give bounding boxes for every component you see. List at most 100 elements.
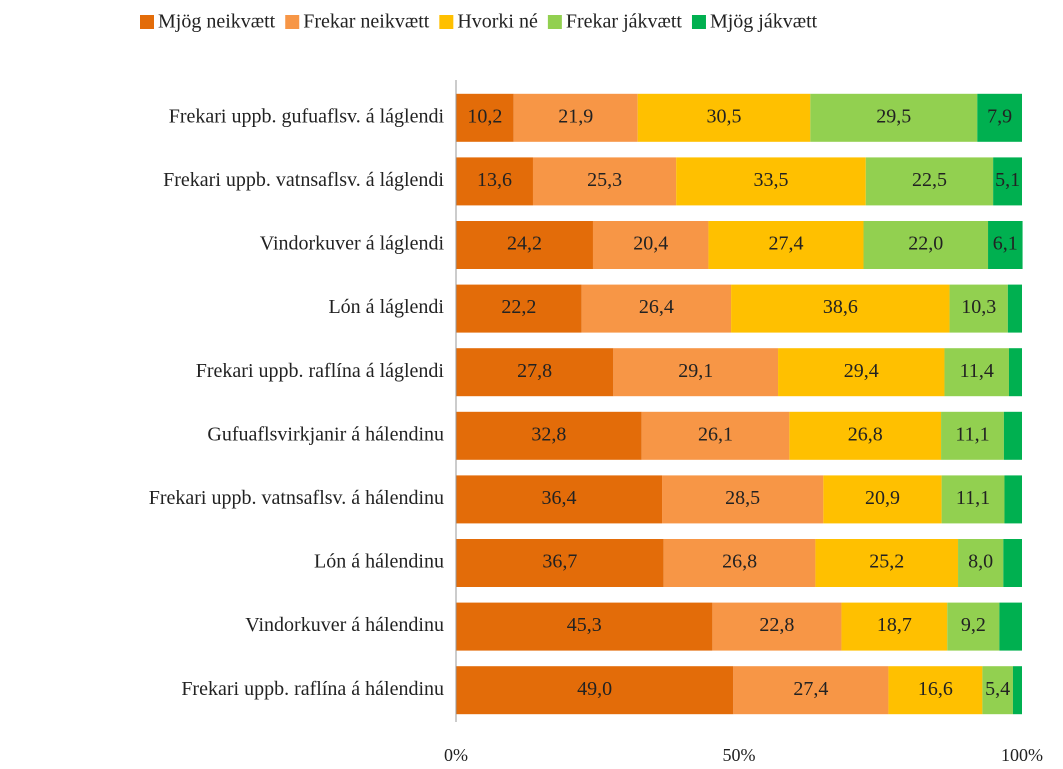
bar-segment: [941, 475, 1005, 524]
legend-label: Frekar jákvætt: [566, 11, 683, 33]
legend-swatch: [285, 15, 300, 29]
data-label: 20,4: [633, 233, 668, 255]
data-label: 33,5: [753, 169, 788, 191]
bar-segment: [1003, 411, 1022, 460]
data-label: 27,4: [768, 233, 803, 255]
bar-segment: [613, 348, 779, 397]
data-label: 22,5: [912, 169, 947, 191]
bar-segment: [532, 157, 677, 206]
legend-label: Mjög neikvætt: [158, 11, 276, 33]
bar-segment: [999, 602, 1022, 651]
data-label: 29,1: [678, 360, 713, 382]
data-label: 26,1: [698, 423, 733, 445]
y-tick-label: Frekari uppb. vatnsaflsv. á hálendinu: [149, 487, 444, 509]
data-label: 25,2: [869, 551, 904, 573]
data-label: 27,4: [793, 678, 828, 700]
bar-segment: [456, 284, 582, 333]
bar-segment: [456, 539, 664, 587]
bar-segment: [712, 602, 842, 651]
y-tick-label: Frekari uppb. raflína á hálendinu: [181, 678, 444, 700]
y-tick-label: Frekari uppb. raflína á láglendi: [196, 360, 445, 382]
bar-segment: [456, 475, 663, 524]
data-label: 26,4: [639, 296, 674, 318]
data-label: 22,8: [759, 614, 794, 636]
y-tick-label: Vindorkuver á láglendi: [260, 233, 445, 255]
legend-label: Hvorki né: [457, 11, 538, 33]
data-label: 22,0: [908, 233, 943, 255]
bar-segment: [823, 475, 942, 524]
bar-segment: [456, 348, 614, 397]
bar-segment: [988, 221, 1023, 269]
bar-segment: [456, 221, 593, 269]
legend-label: Frekar neikvætt: [303, 11, 430, 33]
y-tick-label: Frekari uppb. gufuaflsv. á láglendi: [169, 105, 445, 127]
bar-segment: [863, 221, 989, 269]
bar-segment: [456, 411, 642, 460]
bar-segment: [949, 284, 1008, 333]
data-label: 29,4: [844, 360, 879, 382]
bar-segment: [592, 221, 709, 269]
data-label: 30,5: [707, 105, 742, 127]
bar-segment: [456, 602, 713, 651]
bar-segment: [841, 602, 948, 651]
bar-segment: [810, 93, 978, 142]
data-label: 29,5: [876, 105, 911, 127]
bar-segment: [993, 157, 1022, 206]
legend-swatch: [140, 15, 154, 29]
y-tick-label: Lón á hálendinu: [314, 551, 444, 573]
bar-segment: [456, 93, 514, 142]
y-tick-label: Vindorkuver á hálendinu: [245, 614, 444, 636]
data-label: 18,7: [877, 614, 912, 636]
data-label: 26,8: [848, 423, 883, 445]
x-tick-label: 50%: [723, 745, 756, 765]
data-label: 36,4: [542, 487, 577, 509]
bar-segment: [513, 93, 638, 142]
bar-segment: [815, 539, 959, 587]
data-label: 38,6: [823, 296, 858, 318]
bar-segment: [982, 666, 1013, 715]
bar-segment: [581, 284, 732, 333]
data-label: 16,6: [918, 678, 953, 700]
bar-segment: [1004, 475, 1022, 524]
data-label: 49,0: [577, 678, 612, 700]
data-label: 11,1: [955, 423, 989, 445]
bar-segment: [941, 411, 1004, 460]
bar-segment: [676, 157, 866, 206]
bar-segment: [708, 221, 864, 269]
data-label: 5,4: [985, 678, 1010, 700]
bar-segment: [637, 93, 811, 142]
bar-segment: [663, 539, 816, 587]
bar-segment: [778, 348, 945, 397]
bar-segment: [888, 666, 983, 715]
data-label: 21,9: [558, 105, 593, 127]
legend-swatch: [691, 15, 706, 29]
data-label: 10,3: [961, 296, 996, 318]
y-tick-label: Frekari uppb. vatnsaflsv. á láglendi: [163, 169, 444, 191]
data-label: 26,8: [722, 551, 757, 573]
bar-segment: [789, 411, 942, 460]
data-label: 25,3: [587, 169, 622, 191]
x-tick-label: 0%: [444, 745, 468, 765]
data-label: 9,2: [961, 614, 986, 636]
data-label: 45,3: [567, 614, 602, 636]
bar-segment: [958, 539, 1004, 587]
bar-segment: [1007, 284, 1022, 333]
data-label: 36,7: [542, 551, 577, 573]
data-label: 11,1: [956, 487, 990, 509]
data-label: 22,2: [501, 296, 536, 318]
bar-segment: [1012, 666, 1022, 715]
bar-segment: [947, 602, 1000, 651]
data-label: 13,6: [477, 169, 512, 191]
data-label: 20,9: [865, 487, 900, 509]
data-label: 8,0: [968, 551, 993, 573]
bar-segment: [1008, 348, 1022, 397]
bar-segment: [456, 157, 533, 206]
data-label: 24,2: [507, 233, 542, 255]
data-label: 10,2: [467, 105, 502, 127]
data-label: 7,9: [987, 105, 1012, 127]
data-label: 5,1: [995, 169, 1020, 191]
bar-segment: [733, 666, 889, 715]
y-tick-label: Gufuaflsvirkjanir á hálendinu: [207, 423, 444, 445]
